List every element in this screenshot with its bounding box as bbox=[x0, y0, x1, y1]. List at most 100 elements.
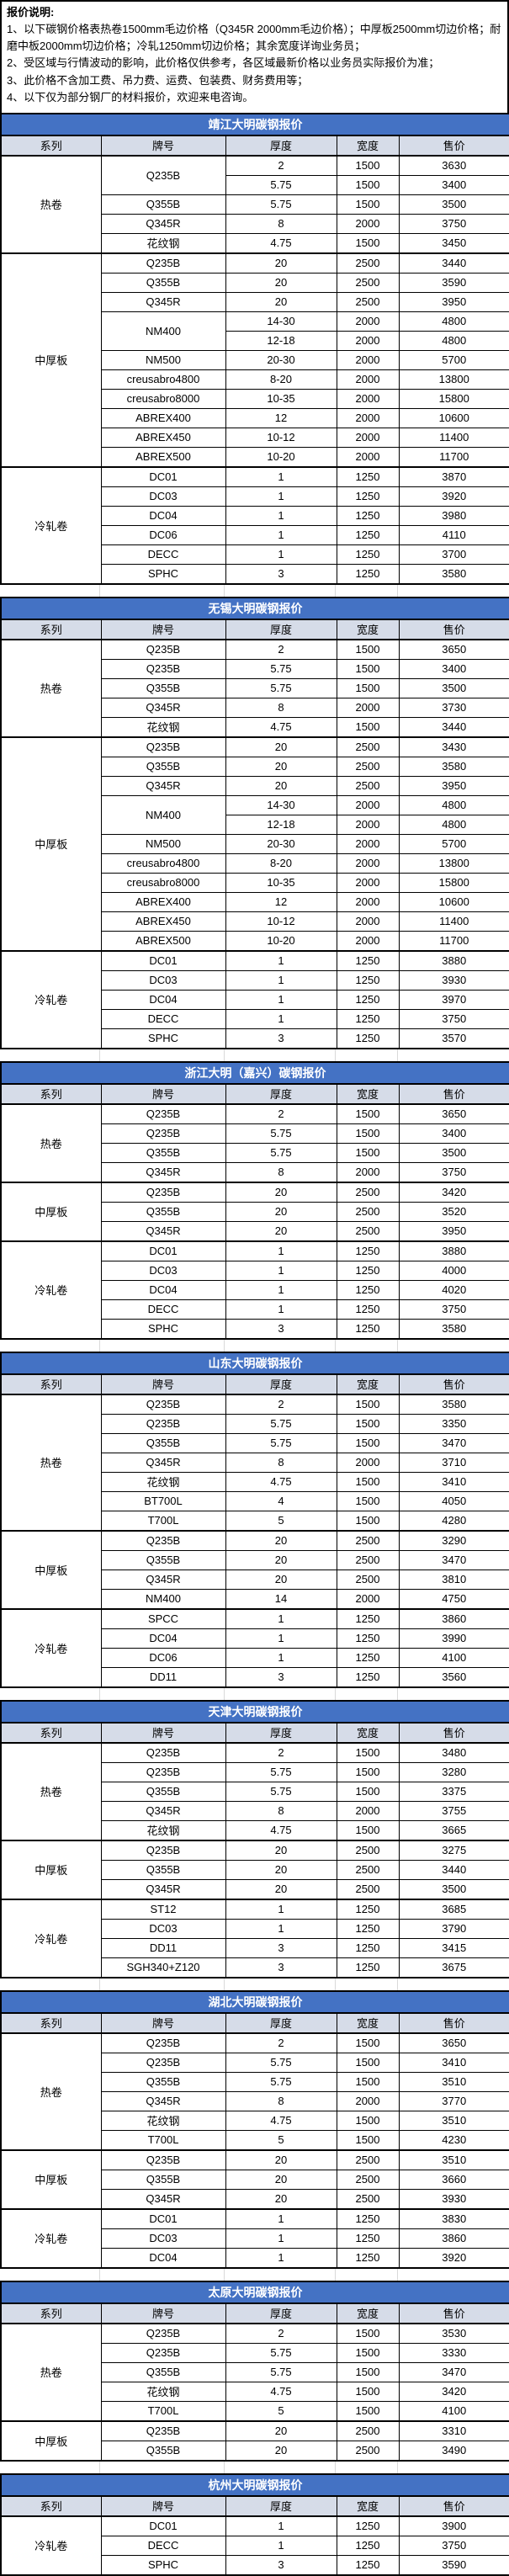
price-cell: 3950 bbox=[398, 291, 509, 312]
price-cell: 3990 bbox=[398, 1628, 509, 1649]
thickness-cell: 12-18 bbox=[225, 330, 337, 351]
price-cell: 3750 bbox=[398, 1008, 509, 1029]
grade-cell: Q355B bbox=[100, 194, 226, 215]
price-cell: 3500 bbox=[398, 1878, 509, 1900]
price-cell: 3700 bbox=[398, 544, 509, 565]
grade-cell: ABREX500 bbox=[100, 446, 226, 468]
price-cell: 10600 bbox=[398, 891, 509, 912]
table-row: DC04 1 1250 3970 bbox=[1, 989, 509, 1010]
gap-gridline bbox=[100, 2461, 225, 2473]
width-cell: 2000 bbox=[336, 697, 400, 718]
price-cell: 13800 bbox=[398, 852, 509, 874]
thickness-cell: 20 bbox=[225, 1201, 337, 1222]
grade-cell: Q235B bbox=[100, 2322, 226, 2344]
price-cell: 3470 bbox=[398, 1432, 509, 1453]
table-row: Q355B 20 2500 3440 bbox=[1, 1859, 509, 1880]
price-cell: 4110 bbox=[398, 524, 509, 545]
thickness-cell: 20 bbox=[225, 1181, 337, 1203]
price-cell: 4800 bbox=[398, 311, 509, 332]
thickness-cell: 5.75 bbox=[225, 2342, 337, 2363]
width-cell: 1500 bbox=[336, 2400, 400, 2422]
price-cell: 3970 bbox=[398, 989, 509, 1010]
price-cell: 5700 bbox=[398, 349, 509, 370]
table-row: Q345R 20 2500 3930 bbox=[1, 2188, 509, 2210]
table-row: ABREX500 10-20 2000 11700 bbox=[1, 446, 509, 468]
grade-cell: DC04 bbox=[100, 989, 226, 1010]
gap-gridline bbox=[225, 1687, 336, 1700]
price-cell: 3830 bbox=[398, 2207, 509, 2229]
width-cell: 1500 bbox=[336, 2381, 400, 2402]
width-cell: 1500 bbox=[336, 232, 400, 254]
price-cell: 3530 bbox=[398, 2322, 509, 2344]
width-cell: 1250 bbox=[336, 1008, 400, 1029]
gap-gridline bbox=[100, 1687, 225, 1700]
series-cell: 中厚板 bbox=[0, 1839, 102, 1900]
price-cell: 3400 bbox=[398, 174, 509, 195]
grade-cell: Q235B bbox=[100, 658, 226, 679]
thickness-cell: 20 bbox=[225, 2148, 337, 2170]
width-cell: 1500 bbox=[336, 1123, 400, 1144]
column-header: 售价 bbox=[398, 2302, 509, 2324]
grade-cell: Q235B bbox=[100, 1741, 226, 1763]
width-cell: 2500 bbox=[336, 1569, 400, 1590]
grade-cell: Q345R bbox=[100, 1452, 226, 1473]
table-row: DC03 1 1250 3930 bbox=[1, 969, 509, 991]
width-cell: 1500 bbox=[336, 1510, 400, 1532]
column-header: 牌号 bbox=[100, 1083, 226, 1105]
width-cell: 1250 bbox=[336, 1898, 400, 1920]
thickness-cell: 1 bbox=[225, 949, 337, 971]
width-cell: 1500 bbox=[336, 154, 400, 176]
price-cell: 3400 bbox=[398, 658, 509, 679]
price-cell: 3330 bbox=[398, 2342, 509, 2363]
series-cell: 冷轧卷 bbox=[0, 949, 102, 1049]
gap-gridline bbox=[398, 2269, 509, 2281]
price-table: 靖江大明碳钢报价 系列 牌号 厚度 宽度 售价 热卷 Q235B 2 1500 3630 5.75 15… bbox=[0, 112, 509, 585]
thickness-cell: 20 bbox=[225, 2169, 337, 2190]
table-row: 冷轧卷 DC01 1 1250 3870 bbox=[0, 465, 509, 585]
grade-cell: Q345R bbox=[100, 2090, 226, 2111]
column-header: 系列 bbox=[0, 1722, 102, 1744]
column-header: 厚度 bbox=[225, 1373, 337, 1395]
table-row: DD11 3 1250 3415 bbox=[1, 1937, 509, 1958]
price-cell: 3440 bbox=[398, 716, 509, 738]
thickness-cell: 8 bbox=[225, 1161, 337, 1183]
grade-cell: Q235B bbox=[100, 1761, 226, 1782]
gap-gridline bbox=[398, 585, 509, 597]
gap-gridline bbox=[100, 1339, 225, 1352]
width-cell: 2000 bbox=[336, 1800, 400, 1821]
grade-cell: DC04 bbox=[100, 1279, 226, 1300]
notes-line-3: 3、此价格不含加工费、吊力费、运费、包装费、财务费用等； bbox=[7, 73, 309, 87]
thickness-cell: 1 bbox=[225, 2247, 337, 2269]
grade-cell: Q235B bbox=[100, 1413, 226, 1434]
series-cell: 热卷 bbox=[0, 1102, 102, 1183]
table-row: T700L 5 1500 4230 bbox=[1, 2129, 509, 2151]
table-row: Q345R 8 2000 3730 bbox=[1, 697, 509, 718]
price-cell: 3590 bbox=[398, 2554, 509, 2576]
price-cell: 3750 bbox=[398, 213, 509, 234]
grade-cell: SPHC bbox=[100, 563, 226, 585]
price-cell: 3440 bbox=[398, 1859, 509, 1880]
price-cell: 3375 bbox=[398, 1781, 509, 1802]
thickness-cell: 8 bbox=[225, 1800, 337, 1821]
width-cell: 2000 bbox=[336, 891, 400, 912]
gap-gridline bbox=[336, 584, 398, 597]
price-cell: 3810 bbox=[398, 1569, 509, 1590]
width-cell: 1500 bbox=[336, 638, 400, 660]
grade-cell: Q345R bbox=[100, 697, 226, 718]
price-cell: 3580 bbox=[398, 563, 509, 585]
width-cell: 2500 bbox=[336, 1529, 400, 1551]
table-row: Q345R 8 2000 3755 bbox=[1, 1800, 509, 1821]
thickness-cell: 10-20 bbox=[225, 446, 337, 468]
thickness-cell: 2 bbox=[225, 154, 337, 176]
thickness-cell: 20 bbox=[225, 1859, 337, 1880]
thickness-cell: 20 bbox=[225, 756, 337, 777]
width-cell: 2000 bbox=[336, 2090, 400, 2111]
grade-cell: 花纹钢 bbox=[100, 2110, 226, 2131]
column-header: 厚度 bbox=[225, 619, 337, 640]
table-row: ABREX400 12 2000 10600 bbox=[1, 891, 509, 912]
thickness-cell: 2 bbox=[225, 1741, 337, 1763]
grade-cell: 花纹钢 bbox=[100, 716, 226, 738]
gap-gridline bbox=[398, 2462, 509, 2473]
width-cell: 1500 bbox=[336, 2342, 400, 2363]
column-header: 售价 bbox=[398, 2495, 509, 2517]
